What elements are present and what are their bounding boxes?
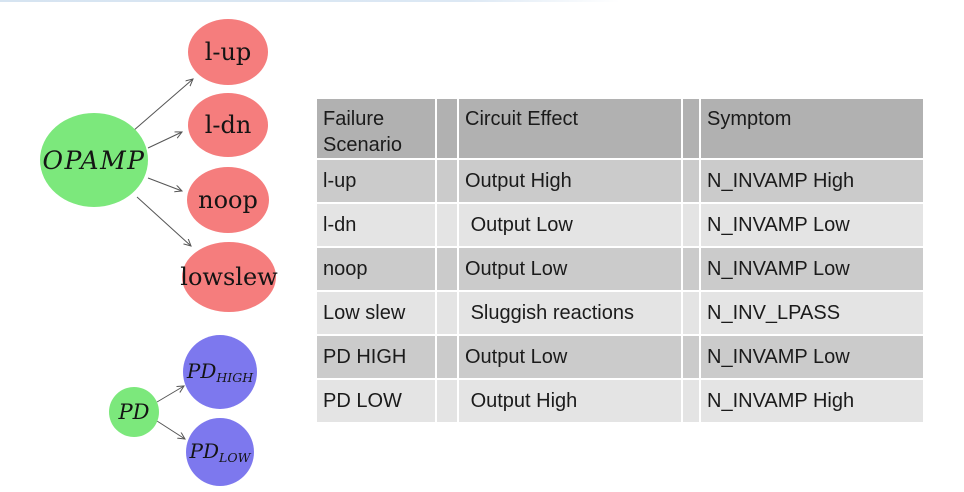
cell-symptom: N_INVAMP Low (701, 336, 923, 378)
cell-circuit-effect: Output Low (459, 204, 681, 246)
spacer-cell (437, 336, 457, 378)
cell-circuit-effect: Sluggish reactions (459, 292, 681, 334)
cell-failure-scenario: noop (317, 248, 435, 290)
fault-node-ldn-label: l-dn (205, 111, 252, 139)
spacer-cell (683, 292, 699, 334)
cell-failure-scenario: PD HIGH (317, 336, 435, 378)
cell-symptom: N_INVAMP Low (701, 204, 923, 246)
fault-node-lup (188, 19, 268, 85)
table-row: PD LOW Output High N_INVAMP High (317, 380, 923, 422)
edge-opamp-lup (132, 79, 193, 132)
cell-symptom: N_INVAMP High (701, 160, 923, 202)
header-spacer-cell (683, 99, 699, 158)
fault-node-lup-label: l-up (205, 38, 252, 66)
fault-node-noop-label: noop (198, 186, 258, 214)
spacer-cell (437, 248, 457, 290)
header-spacer-cell (437, 99, 457, 158)
table-row: noop Output Low N_INVAMP Low (317, 248, 923, 290)
header-failure-scenario: Failure Scenario (317, 99, 435, 158)
fault-node-noop (187, 167, 269, 233)
spacer-cell (437, 160, 457, 202)
cell-failure-scenario: l-dn (317, 204, 435, 246)
opamp-tree-edges (132, 79, 193, 246)
header-symptom: Symptom (701, 99, 923, 158)
header-circuit-effect: Circuit Effect (459, 99, 681, 158)
spacer-cell (437, 292, 457, 334)
cell-symptom: N_INVAMP Low (701, 248, 923, 290)
fault-node-lowslew-label: lowslew (180, 263, 278, 291)
pd-tree-edges (156, 386, 185, 439)
edge-opamp-noop (147, 177, 182, 191)
cell-circuit-effect: Output Low (459, 248, 681, 290)
cell-failure-scenario: Low slew (317, 292, 435, 334)
table-row: l-dn Output Low N_INVAMP Low (317, 204, 923, 246)
opamp-node-label: OPAMP (43, 146, 146, 175)
cell-symptom: N_INV_LPASS (701, 292, 923, 334)
pd-node-label: PD (118, 400, 150, 424)
table-row: l-up Output High N_INVAMP High (317, 160, 923, 202)
edge-opamp-lowslew (136, 196, 191, 246)
edge-pd-low (156, 420, 185, 439)
opamp-tree: OPAMP l-up l-dn noop lowslew (40, 19, 278, 312)
spacer-cell (683, 204, 699, 246)
cell-circuit-effect: Output Low (459, 336, 681, 378)
cell-symptom: N_INVAMP High (701, 380, 923, 422)
pd-high-node-label: PDHIGH (186, 359, 254, 385)
spacer-cell (683, 336, 699, 378)
top-divider-line (0, 0, 620, 2)
table-header-row: Failure Scenario Circuit Effect Symptom (317, 99, 923, 158)
pd-high-node (183, 335, 257, 409)
opamp-node (40, 113, 148, 207)
failure-scenario-table: Failure Scenario Circuit Effect Symptom … (315, 97, 925, 424)
pd-low-node-label: PDLOW (189, 439, 252, 465)
fault-node-ldn (188, 93, 268, 157)
spacer-cell (437, 204, 457, 246)
cell-circuit-effect: Output High (459, 380, 681, 422)
spacer-cell (683, 380, 699, 422)
table-row: PD HIGH Output Low N_INVAMP Low (317, 336, 923, 378)
edge-opamp-ldn (147, 132, 182, 149)
spacer-cell (683, 248, 699, 290)
pd-node (109, 387, 159, 437)
spacer-cell (683, 160, 699, 202)
cell-failure-scenario: l-up (317, 160, 435, 202)
table-row: Low slew Sluggish reactions N_INV_LPASS (317, 292, 923, 334)
edge-pd-high (156, 386, 184, 403)
pd-tree: PD PDHIGH PDLOW (109, 335, 257, 486)
cell-circuit-effect: Output High (459, 160, 681, 202)
fault-node-lowslew (182, 242, 276, 312)
spacer-cell (437, 380, 457, 422)
cell-failure-scenario: PD LOW (317, 380, 435, 422)
pd-low-node (186, 418, 254, 486)
